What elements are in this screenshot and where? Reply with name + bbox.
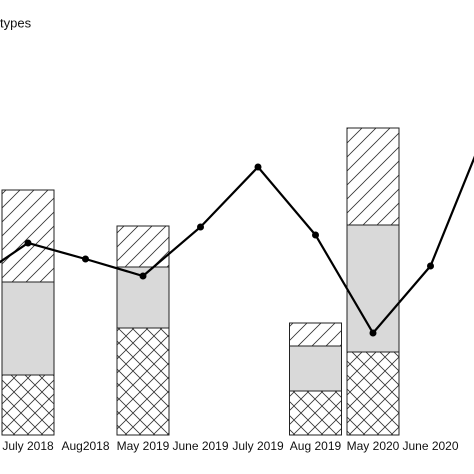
line-point — [254, 163, 262, 171]
bar-segment — [116, 327, 170, 436]
x-tick-label: May 2020 — [347, 439, 400, 453]
bar-segment — [289, 390, 342, 436]
bar-segment — [289, 345, 342, 392]
line-point — [369, 329, 377, 337]
bar-segment — [1, 374, 55, 436]
line-point — [24, 239, 32, 247]
x-tick-label: July 2018 — [2, 439, 54, 453]
line-point — [82, 255, 89, 263]
line-point — [139, 272, 147, 280]
line-point — [427, 262, 434, 270]
x-tick-label: June 2019 — [172, 439, 228, 453]
x-tick-label: Aug2018 — [61, 439, 109, 453]
x-tick-label: June 2020 — [402, 439, 458, 453]
x-tick-label: Aug 2019 — [290, 439, 342, 453]
line-point — [312, 231, 319, 239]
line-point — [197, 223, 204, 231]
bar-segment — [346, 351, 400, 436]
line — [0, 155, 474, 335]
x-tick-label: May 2019 — [117, 439, 170, 453]
bar-segment — [346, 127, 400, 226]
chart-title: types — [0, 15, 32, 30]
bar-segment — [1, 281, 55, 376]
bar-segment — [289, 322, 342, 347]
bar-segment — [1, 189, 55, 283]
x-tick-label: July 2019 — [232, 439, 284, 453]
